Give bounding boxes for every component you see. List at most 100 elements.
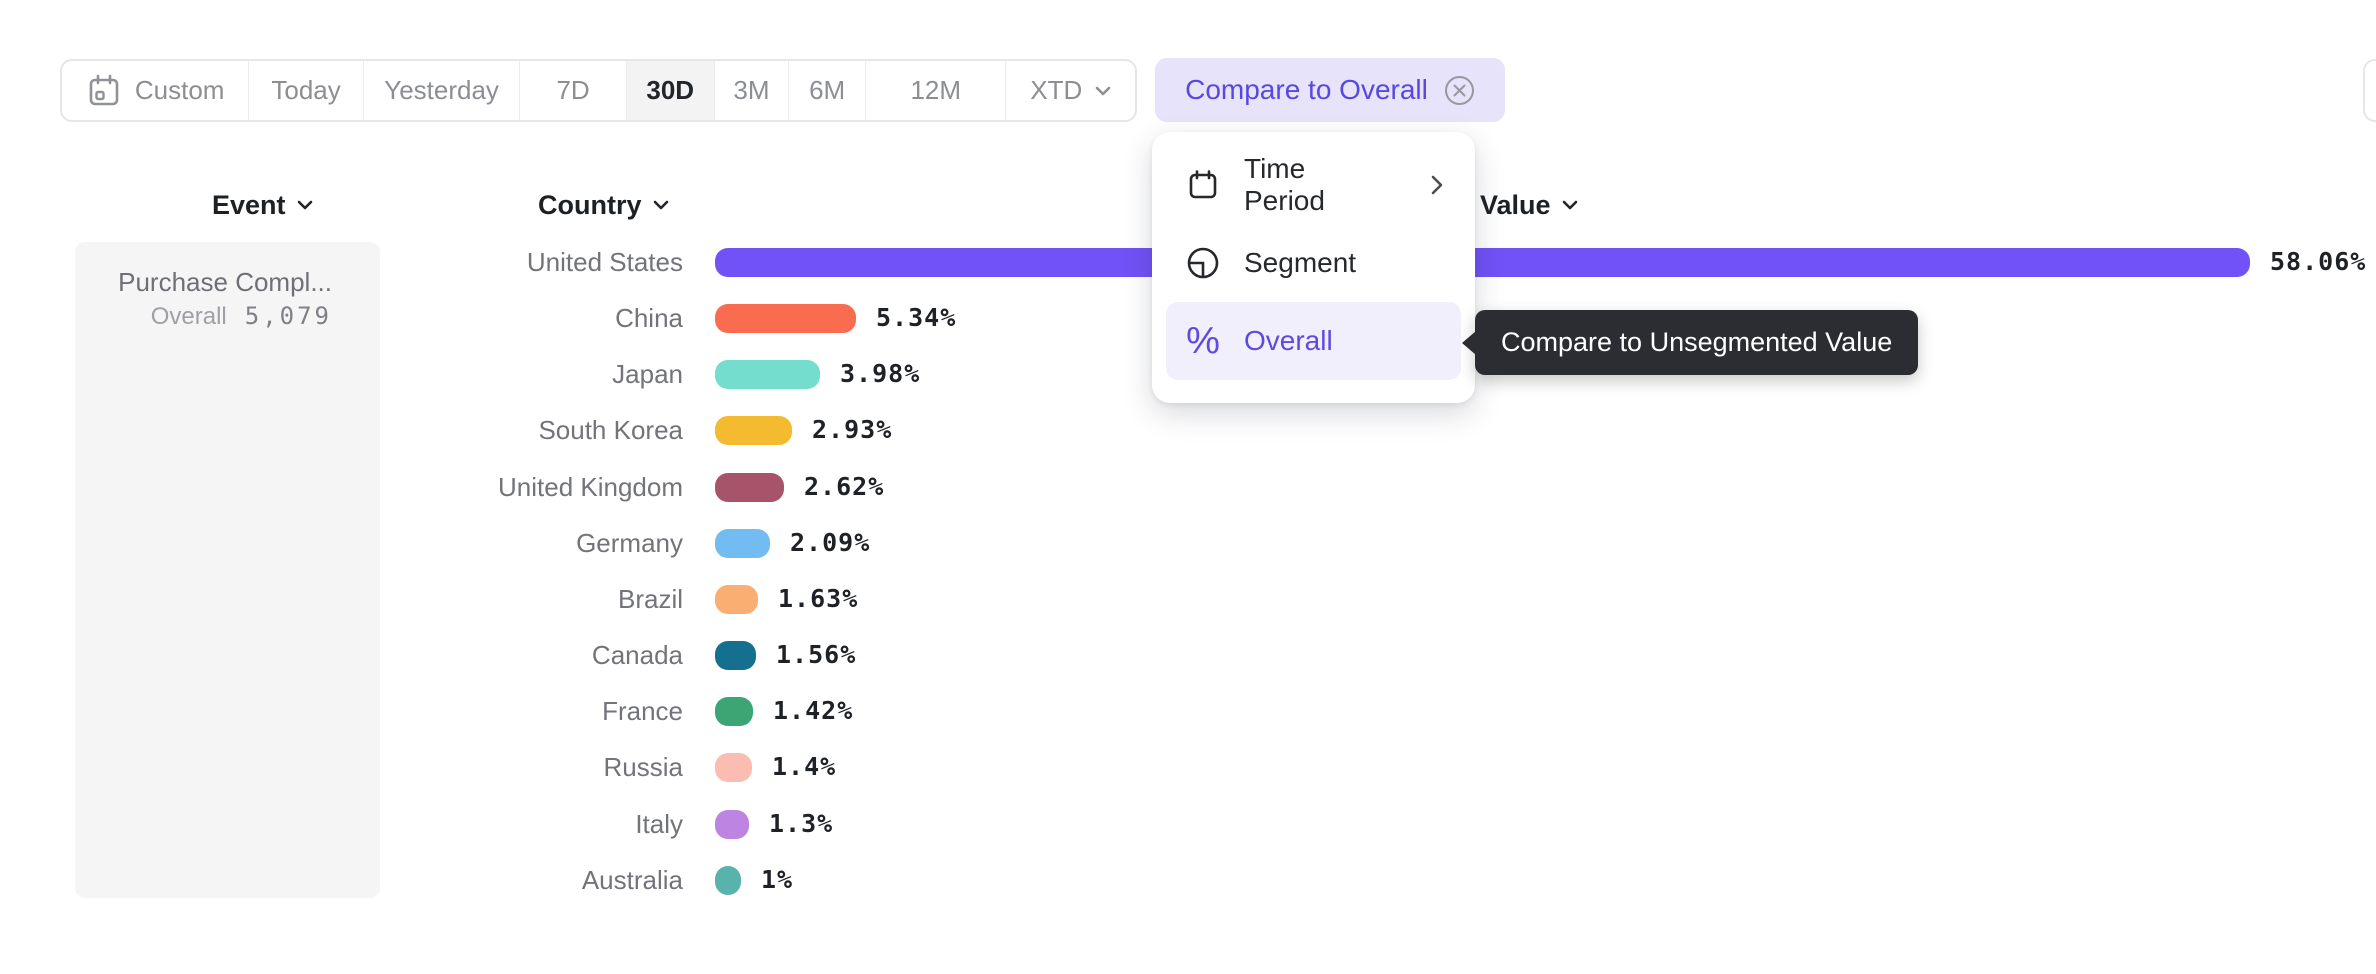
chart-row-canada: Canada 1.56% bbox=[0, 640, 2376, 670]
chart-row-germany: Germany 2.09% bbox=[0, 528, 2376, 558]
country-header-label: Country bbox=[538, 189, 642, 220]
country-label: China bbox=[615, 303, 683, 333]
toolbar-segment-custom[interactable]: Custom bbox=[62, 61, 250, 120]
toolbar-segment-label: Custom bbox=[134, 75, 225, 105]
toolbar-segment-label: XTD bbox=[1030, 75, 1083, 105]
value-label: 1.42% bbox=[773, 696, 854, 725]
country-label: South Korea bbox=[538, 415, 683, 445]
menu-item-time-period[interactable]: Time Period bbox=[1166, 146, 1461, 224]
menu-item-label: Segment bbox=[1244, 247, 1357, 278]
compare-to-overall-button[interactable]: Compare to Overall bbox=[1155, 58, 1505, 122]
chart-row-south-korea: South Korea 2.93% bbox=[0, 415, 2376, 445]
toolbar-segment-xtd[interactable]: XTD bbox=[1006, 61, 1135, 120]
overall-count: 5,079 bbox=[244, 302, 332, 330]
value-label: 2.09% bbox=[790, 528, 871, 557]
calendar-icon bbox=[86, 73, 122, 109]
compare-to-overall-label: Compare to Overall bbox=[1185, 74, 1428, 105]
toolbar-segment-label: 7D bbox=[556, 75, 590, 105]
value-bar[interactable] bbox=[715, 866, 741, 895]
tooltip: Compare to Unsegmented Value bbox=[1462, 310, 1919, 375]
menu-item-label: Time Period bbox=[1244, 153, 1325, 216]
value-bar[interactable] bbox=[715, 753, 752, 782]
chevron-down-icon bbox=[653, 200, 669, 210]
country-label: Canada bbox=[591, 640, 683, 670]
toolbar-segment-label: 30D bbox=[646, 75, 695, 105]
value-label: 2.93% bbox=[812, 415, 893, 444]
country-label: Brazil bbox=[617, 584, 683, 614]
value-bar[interactable] bbox=[715, 641, 756, 670]
chart-row-france: France 1.42% bbox=[0, 696, 2376, 726]
chart-row-japan: Japan 3.98% bbox=[0, 359, 2376, 389]
time-range-toolbar: Custom Today Yesterday 7D 30D 3M 6M 12M XTD bbox=[60, 59, 1137, 122]
value-bar[interactable] bbox=[715, 697, 753, 726]
percent-icon: % bbox=[1186, 320, 1220, 362]
chart-row-italy: Italy 1.3% bbox=[0, 809, 2376, 839]
chart-row-australia: Australia 1% bbox=[0, 865, 2376, 895]
value-label: 1.63% bbox=[778, 584, 859, 613]
tooltip-arrow-left bbox=[1462, 330, 1476, 355]
toolbar-segment-yesterday[interactable]: Yesterday bbox=[364, 61, 521, 120]
country-label: France bbox=[602, 696, 683, 726]
toolbar-segment-label: 3M bbox=[733, 75, 770, 105]
column-header-country[interactable]: Country bbox=[538, 190, 669, 220]
country-label: Japan bbox=[612, 359, 683, 389]
value-label: 1% bbox=[761, 865, 794, 894]
chevron-down-icon bbox=[1095, 86, 1111, 96]
value-bar[interactable] bbox=[715, 248, 2250, 277]
value-label: 2.62% bbox=[804, 472, 885, 501]
toolbar-segment-12m[interactable]: 12M bbox=[866, 61, 1007, 120]
tooltip-text: Compare to Unsegmented Value bbox=[1501, 327, 1893, 357]
edge-cutoff-button[interactable] bbox=[2363, 59, 2376, 122]
toolbar-segment-3m[interactable]: 3M bbox=[715, 61, 790, 120]
chart-row-china: China 5.34% bbox=[0, 303, 2376, 333]
country-label: Australia bbox=[581, 865, 683, 895]
calendar-icon bbox=[1186, 169, 1220, 201]
toolbar-segment-30d[interactable]: 30D bbox=[626, 61, 715, 120]
country-label: United States bbox=[526, 247, 683, 277]
menu-item-label: Overall bbox=[1244, 325, 1333, 356]
chart-row-russia: Russia 1.4% bbox=[0, 752, 2376, 782]
chevron-down-icon bbox=[297, 200, 313, 210]
menu-item-overall[interactable]: % Overall bbox=[1166, 302, 1461, 380]
value-bar[interactable] bbox=[715, 304, 856, 333]
value-label: 3.98% bbox=[840, 359, 921, 388]
value-bar[interactable] bbox=[715, 360, 820, 389]
country-label: United Kingdom bbox=[498, 472, 683, 502]
toolbar-segment-label: Yesterday bbox=[384, 75, 499, 105]
value-label: 58.06% bbox=[2270, 247, 2367, 276]
country-label: Russia bbox=[603, 752, 683, 782]
chart-row-united-kingdom: United Kingdom 2.62% bbox=[0, 472, 2376, 502]
chart-row-brazil: Brazil 1.63% bbox=[0, 584, 2376, 614]
toolbar-segment-6m[interactable]: 6M bbox=[789, 61, 867, 120]
toolbar-segment-label: 12M bbox=[910, 75, 962, 105]
value-label: 1.3% bbox=[769, 809, 834, 838]
chart-row-united-states: United States 58.06% bbox=[0, 247, 2376, 277]
menu-item-segment[interactable]: Segment bbox=[1166, 224, 1461, 302]
compare-dropdown-menu: Time Period Segment % Overall bbox=[1152, 132, 1475, 403]
event-title: Purchase Compl... bbox=[118, 267, 332, 297]
column-header-value[interactable]: Value bbox=[1480, 190, 1578, 220]
toolbar-segment-today[interactable]: Today bbox=[249, 61, 364, 120]
event-card-purchase-completed[interactable]: Purchase Compl... Overall 5,079 bbox=[75, 242, 380, 898]
value-label: 5.34% bbox=[876, 303, 957, 332]
column-header-event[interactable]: Event bbox=[212, 190, 313, 220]
country-label: Italy bbox=[635, 809, 683, 839]
country-label: Germany bbox=[576, 528, 683, 558]
toolbar-segment-label: Today bbox=[271, 75, 341, 105]
value-header-label: Value bbox=[1480, 189, 1551, 220]
circle-x-icon[interactable] bbox=[1444, 75, 1475, 106]
value-bar[interactable] bbox=[715, 810, 749, 839]
value-label: 1.56% bbox=[776, 640, 857, 669]
toolbar-segment-label: 6M bbox=[809, 75, 846, 105]
segment-icon bbox=[1186, 246, 1220, 280]
value-bar[interactable] bbox=[715, 585, 758, 614]
value-bar[interactable] bbox=[715, 473, 784, 502]
value-bar[interactable] bbox=[715, 529, 770, 558]
chevron-right-icon bbox=[1431, 175, 1443, 195]
event-header-label: Event bbox=[212, 189, 286, 220]
overall-label: Overall bbox=[150, 303, 227, 330]
value-label: 1.4% bbox=[772, 752, 837, 781]
toolbar-segment-7d[interactable]: 7D bbox=[520, 61, 627, 120]
chevron-down-icon bbox=[1562, 200, 1578, 210]
value-bar[interactable] bbox=[715, 416, 792, 445]
